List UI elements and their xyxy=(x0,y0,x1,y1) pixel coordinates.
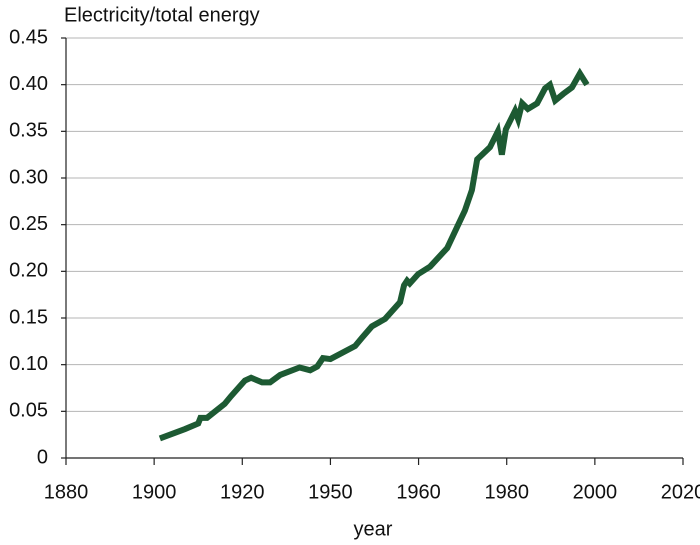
y-tick-label: 0.15 xyxy=(9,306,48,328)
x-axis-label: year xyxy=(354,518,393,540)
data-line xyxy=(158,67,590,442)
x-tick-label: 2020 xyxy=(661,481,700,503)
x-tick-label: 1960 xyxy=(396,481,441,503)
y-tick-label: 0.25 xyxy=(9,213,48,235)
x-tick-label: 1900 xyxy=(132,481,177,503)
x-tick-label: 1950 xyxy=(308,481,353,503)
y-tick-label: 0.45 xyxy=(9,26,48,48)
y-tick-label: 0.40 xyxy=(9,73,48,95)
y-tick-label: 0.20 xyxy=(9,260,48,282)
y-tick-label: 0.35 xyxy=(9,120,48,142)
y-tick-label: 0.10 xyxy=(9,353,48,375)
x-tick-label: 2000 xyxy=(573,481,618,503)
x-tick-label: 1880 xyxy=(44,481,89,503)
chart-title: Electricity/total energy xyxy=(64,4,260,26)
y-tick-label: 0.30 xyxy=(9,166,48,188)
x-tick-label: 1980 xyxy=(484,481,529,503)
x-tick-label: 1920 xyxy=(220,481,265,503)
y-tick-label: 0 xyxy=(37,446,48,468)
y-tick-label: 0.05 xyxy=(9,400,48,422)
